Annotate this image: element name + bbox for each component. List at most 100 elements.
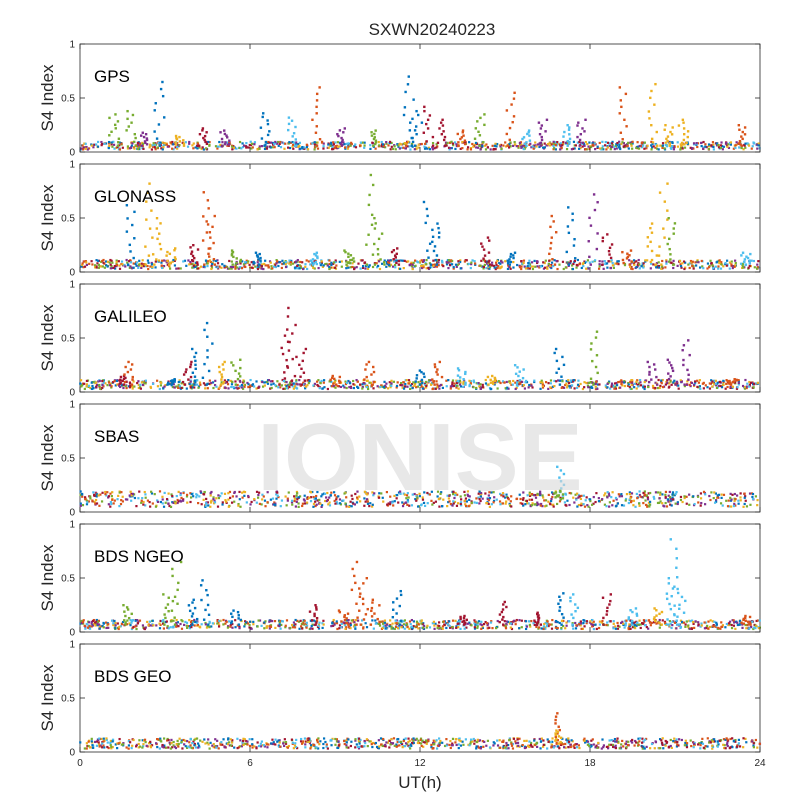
data-point: [664, 490, 668, 493]
data-point: [733, 381, 737, 384]
data-point: [449, 502, 452, 506]
data-point: [95, 143, 98, 146]
data-point: [672, 259, 675, 262]
data-point: [451, 504, 454, 507]
data-point: [622, 504, 626, 507]
data-point: [371, 503, 374, 506]
data-point: [531, 267, 535, 271]
data-point: [487, 251, 491, 254]
data-point: [429, 383, 433, 386]
data-point: [650, 378, 653, 381]
data-point: [395, 252, 398, 256]
data-point: [296, 260, 299, 263]
data-point: [270, 386, 273, 390]
data-point: [598, 620, 601, 623]
data-point: [420, 142, 423, 146]
data-point: [526, 132, 529, 136]
data-point: [571, 380, 575, 383]
data-point: [222, 618, 225, 622]
data-point: [539, 490, 542, 493]
data-point: [263, 381, 266, 384]
data-point: [474, 127, 478, 130]
data-point: [606, 141, 610, 144]
data-point: [79, 502, 82, 505]
data-point: [377, 237, 381, 241]
data-point: [689, 146, 692, 149]
data-point: [527, 131, 530, 134]
data-point: [632, 259, 636, 262]
data-point: [482, 265, 485, 269]
data-point: [204, 621, 207, 625]
data-point: [657, 254, 661, 257]
data-point: [125, 230, 129, 233]
data-point: [671, 620, 674, 623]
data-point: [547, 500, 550, 503]
data-point: [238, 385, 242, 388]
data-point: [313, 252, 316, 256]
data-point: [292, 143, 295, 146]
data-point: [83, 496, 87, 499]
data-point: [746, 142, 749, 145]
data-point: [161, 259, 164, 262]
data-point: [658, 618, 661, 622]
data-point: [303, 382, 306, 385]
data-point: [337, 385, 340, 388]
spike-cluster: [123, 360, 134, 386]
data-point: [672, 146, 675, 149]
data-point: [311, 263, 315, 266]
data-point: [401, 501, 404, 504]
data-point: [338, 260, 341, 263]
data-point: [159, 141, 162, 144]
data-point: [473, 137, 477, 140]
data-point: [595, 330, 599, 333]
data-point: [334, 260, 338, 263]
data-point: [482, 267, 485, 270]
data-point: [224, 381, 227, 384]
data-point: [155, 227, 159, 230]
data-point: [291, 357, 294, 361]
data-point: [361, 387, 364, 390]
data-point: [151, 144, 154, 147]
data-point: [624, 497, 628, 501]
data-point: [514, 387, 517, 391]
data-point: [435, 380, 438, 383]
data-point: [338, 627, 341, 630]
data-point: [116, 498, 119, 501]
data-point: [348, 261, 352, 265]
data-point: [370, 373, 373, 376]
data-point: [644, 499, 647, 502]
data-point: [669, 500, 672, 503]
data-point: [371, 265, 375, 269]
data-point: [363, 146, 366, 149]
data-point: [569, 260, 572, 263]
data-point: [631, 382, 634, 385]
data-point: [213, 384, 217, 387]
data-point: [125, 258, 128, 262]
data-point: [518, 379, 522, 382]
data-point: [437, 497, 440, 501]
data-point: [138, 490, 141, 493]
data-point: [144, 263, 147, 266]
data-point: [610, 243, 614, 246]
data-point: [449, 385, 453, 388]
data-point: [182, 260, 185, 263]
data-point: [539, 492, 542, 496]
data-point: [451, 379, 455, 382]
data-point: [181, 380, 185, 384]
data-point: [627, 383, 630, 386]
data-point: [249, 144, 253, 147]
data-point: [208, 144, 211, 147]
data-point: [692, 383, 696, 387]
data-point: [347, 145, 350, 148]
data-point: [711, 141, 715, 144]
data-point: [464, 381, 467, 385]
data-point: [275, 259, 278, 262]
data-point: [751, 495, 754, 499]
data-point: [271, 380, 274, 383]
spike-cluster: [513, 364, 525, 386]
data-point: [243, 491, 247, 494]
data-point: [751, 497, 755, 501]
data-point: [270, 265, 273, 268]
data-point: [549, 382, 552, 385]
data-point: [130, 499, 133, 502]
